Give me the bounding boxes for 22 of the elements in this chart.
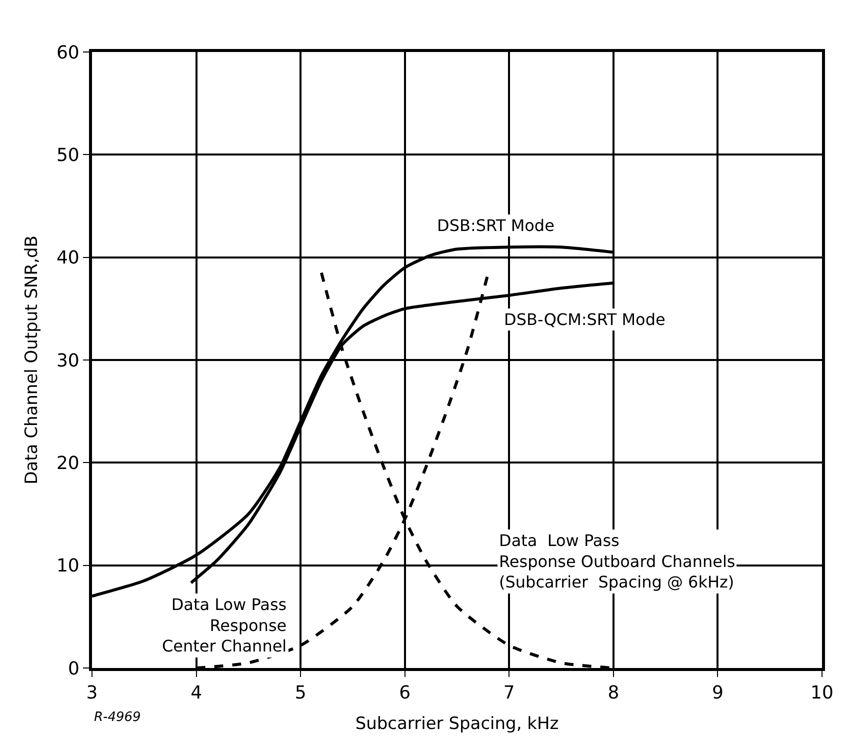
x-tick-label: 9 [712, 682, 724, 704]
series-label: DSB:SRT Mode [437, 216, 554, 235]
y-tick-label: 60 [56, 42, 80, 64]
y-tick-label: 30 [56, 350, 80, 372]
x-tick-label: 4 [190, 682, 202, 704]
y-tick-label: 20 [56, 452, 80, 474]
y-tick-label: 10 [56, 556, 80, 577]
y-axis-title: Data Channel Output SNR,dB [22, 236, 42, 484]
x-tick-label: 5 [294, 682, 306, 704]
annotation: Data Low Pass Response Center Channel [162, 595, 287, 656]
x-tick-label: 6 [399, 682, 411, 704]
x-tick-label: 3 [86, 682, 98, 704]
y-tick-label: 0 [68, 658, 80, 680]
y-tick-label: 40 [56, 248, 80, 269]
series-label: DSB-QCM:SRT Mode [504, 310, 666, 329]
text: R-4969 [94, 710, 141, 725]
annotation: Data Low Pass Response Outboard Channels (Subcarrier Spacing @ 6kHz) [499, 531, 736, 592]
y-tick-label: 50 [56, 144, 80, 166]
x-tick-label: 7 [503, 682, 515, 704]
x-tick-label: 8 [608, 682, 620, 704]
x-tick-label: 10 [810, 682, 834, 704]
x-axis-title: Subcarrier Spacing, kHz [355, 714, 559, 734]
